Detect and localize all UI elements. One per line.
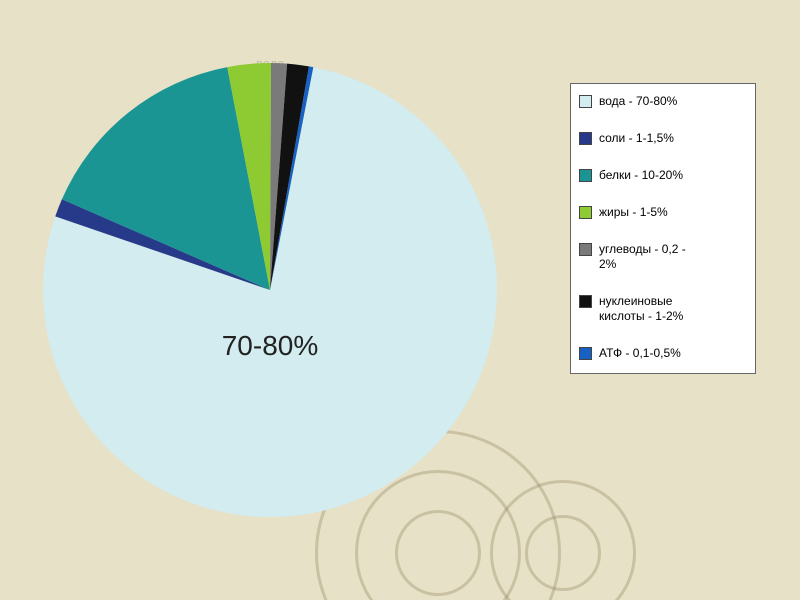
legend-swatch [579, 132, 592, 145]
legend-label: жиры - 1-5% [599, 205, 668, 220]
legend-swatch [579, 206, 592, 219]
legend-label: белки - 10-20% [599, 168, 683, 183]
legend-swatch [579, 169, 592, 182]
legend-item: жиры - 1-5% [579, 205, 747, 220]
legend-label: соли - 1-1,5% [599, 131, 674, 146]
legend-label: нуклеиновые кислоты - 1-2% [599, 294, 683, 324]
legend-swatch [579, 95, 592, 108]
legend-label: АТФ - 0,1-0,5% [599, 346, 681, 361]
legend: вода - 70-80% соли - 1-1,5% белки - 10-20%… [570, 83, 756, 374]
legend-swatch [579, 347, 592, 360]
legend-swatch [579, 243, 592, 256]
legend-item: углеводы - 0,2 - 2% [579, 242, 747, 272]
legend-item: белки - 10-20% [579, 168, 747, 183]
legend-item: АТФ - 0,1-0,5% [579, 346, 747, 361]
legend-item: соли - 1-1,5% [579, 131, 747, 146]
legend-label: вода - 70-80% [599, 94, 677, 109]
slide: вода 70-80% вода - 70-80%соли - 1-1,5%бе… [0, 0, 800, 600]
legend-item: вода - 70-80% [579, 94, 747, 109]
legend-swatch [579, 295, 592, 308]
legend-item: нуклеиновые кислоты - 1-2% [579, 294, 747, 324]
bg-ripple-3 [395, 510, 481, 596]
bg-ripple-5 [525, 515, 601, 591]
legend-label: углеводы - 0,2 - 2% [599, 242, 686, 272]
pie-chart [39, 59, 501, 521]
